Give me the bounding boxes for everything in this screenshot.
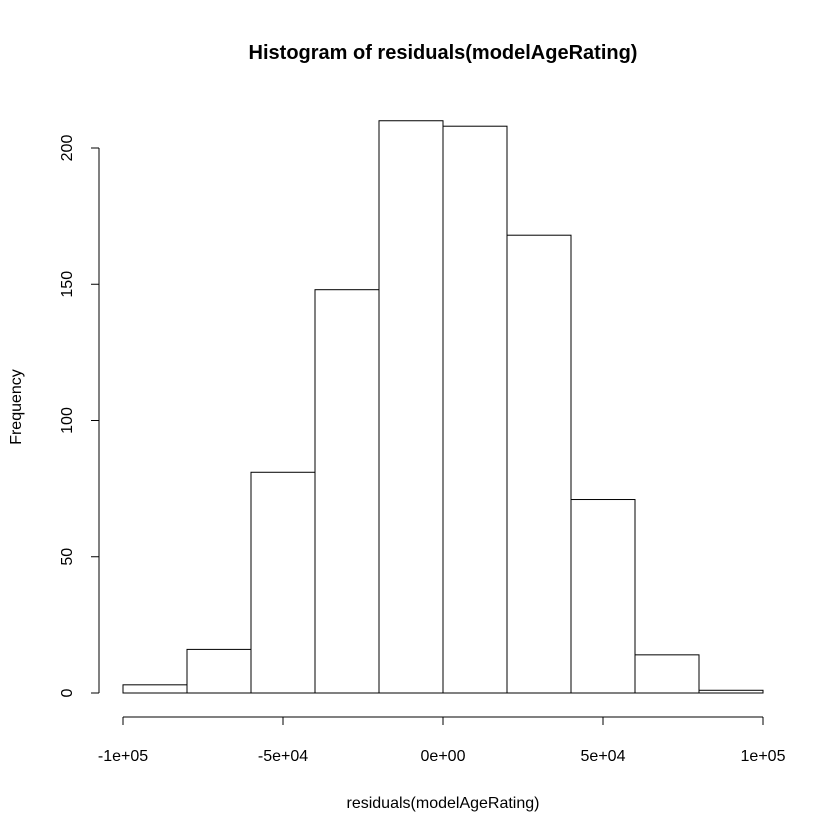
histogram-bar-5 [442,125,508,694]
x-axis: -1e+05 -5e+04 0e+00 5e+04 1e+05 [98,716,786,765]
histogram-bars [122,120,764,694]
histogram-bar-1 [186,648,252,694]
x-tick-label-3: 5e+04 [581,748,626,765]
y-tick-label-0: 0 [59,688,76,697]
histogram-bar-6 [506,234,572,694]
y-tick-label-4: 200 [59,135,76,162]
y-axis: 0 50 100 150 200 [59,135,100,697]
x-tick-label-2: 0e+00 [421,748,466,765]
y-tick-label-3: 150 [59,271,76,298]
histogram-bar-4 [378,120,444,694]
y-tick-label-2: 100 [59,407,76,434]
x-axis-label: residuals(modelAgeRating) [347,795,540,812]
x-tick-label-0: -1e+05 [98,748,148,765]
x-tick-label-1: -5e+04 [258,748,308,765]
histogram-bar-0 [122,684,188,694]
histogram-bar-9 [698,689,764,694]
histogram-bar-2 [250,471,316,694]
y-axis-label: Frequency [8,369,25,445]
histogram-bar-3 [314,289,380,694]
histogram-bar-8 [634,654,700,694]
y-tick-label-1: 50 [59,548,76,566]
histogram-bar-7 [570,499,636,694]
x-tick-label-4: 1e+05 [741,748,786,765]
chart-title: Histogram of residuals(modelAgeRating) [249,42,638,64]
